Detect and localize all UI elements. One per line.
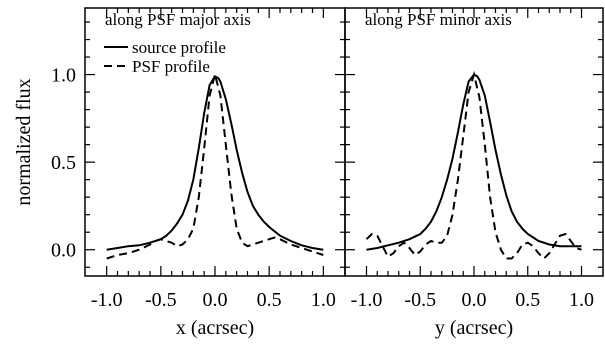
legend: source profile PSF profile bbox=[104, 38, 226, 76]
left-panel-ticks bbox=[85, 8, 345, 276]
x-tick-label-left: 0.5 bbox=[257, 289, 282, 311]
legend-label-source: source profile bbox=[132, 38, 226, 57]
x-tick-label-right: -1.0 bbox=[351, 289, 383, 311]
left-psf-profile-line bbox=[106, 74, 324, 260]
y-axis-title: normalized flux bbox=[13, 78, 35, 205]
y-tick-label: 0.5 bbox=[51, 152, 76, 174]
x-tick-label-right: 0.5 bbox=[515, 289, 540, 311]
right-panel-frame bbox=[344, 7, 604, 277]
x-tick-label-right: 1.0 bbox=[569, 289, 594, 311]
x-tick-label-right: 0.0 bbox=[462, 289, 487, 311]
x-tick-label-left: -1.0 bbox=[91, 289, 123, 311]
x-axis-title-left: x (acrsec) bbox=[176, 317, 254, 339]
x-tick-label-left: -0.5 bbox=[145, 289, 177, 311]
right-source-profile-line bbox=[366, 73, 582, 251]
right-psf-profile-line bbox=[365, 70, 582, 260]
y-tick-label: 0.0 bbox=[51, 240, 76, 262]
y-tick-label: 1.0 bbox=[51, 65, 76, 87]
left-source-profile-line bbox=[106, 74, 324, 251]
right-panel-ticks bbox=[345, 8, 603, 276]
x-tick-label-left: 0.0 bbox=[203, 289, 228, 311]
right-panel-label: along PSF minor axis bbox=[365, 10, 512, 29]
legend-label-psf: PSF profile bbox=[132, 57, 210, 76]
left-panel-label: along PSF major axis bbox=[105, 10, 251, 29]
x-tick-label-right: -0.5 bbox=[404, 289, 436, 311]
x-axis-title-right: y (acrsec) bbox=[435, 317, 513, 339]
x-tick-label-left: 1.0 bbox=[311, 289, 336, 311]
